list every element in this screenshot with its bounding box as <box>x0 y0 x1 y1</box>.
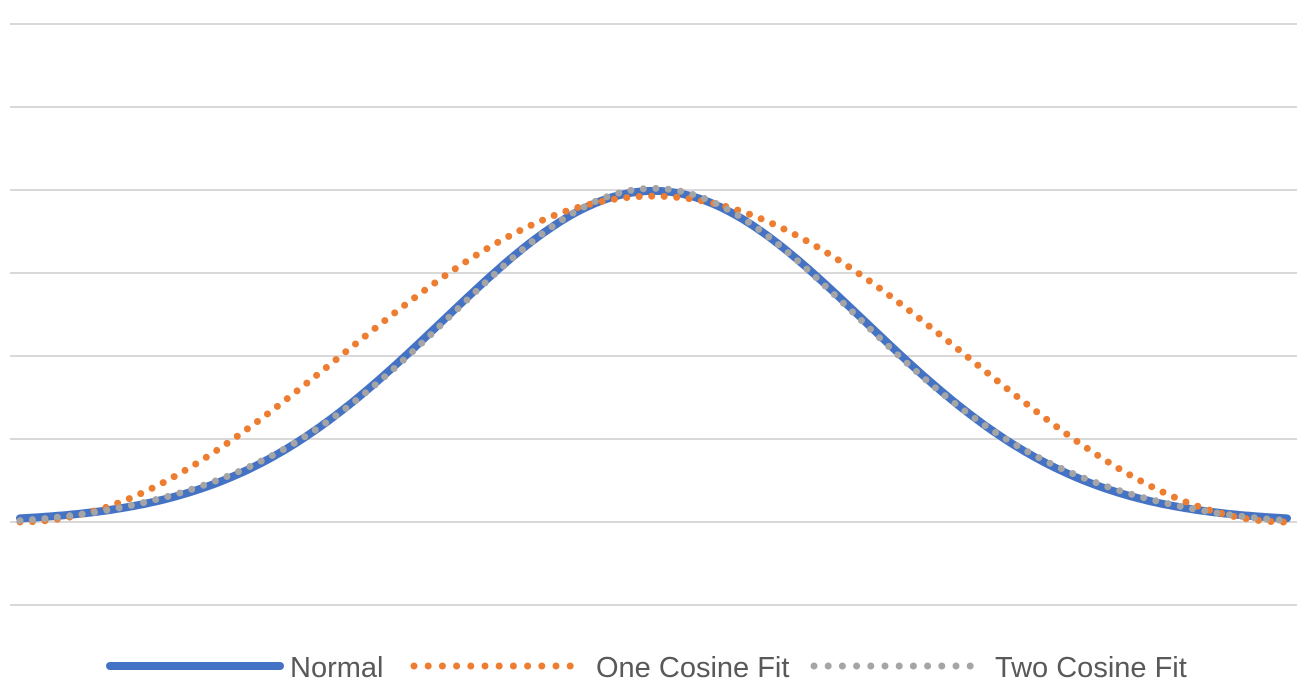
series-line-one-cosine-fit <box>16 192 1291 526</box>
series-line-normal <box>16 186 1291 523</box>
series-line-two-cosine-fit <box>16 184 1291 525</box>
legend-item-normal: Normal <box>106 652 383 684</box>
series-layer <box>16 184 1291 526</box>
legend-label-one-cosine-fit: One Cosine Fit <box>596 652 789 684</box>
legend: Normal One Cosine Fit Two Cosine Fit <box>106 652 1187 684</box>
gridlines <box>10 23 1297 606</box>
legend-label-two-cosine-fit: Two Cosine Fit <box>995 652 1187 684</box>
legend-label-normal: Normal <box>290 652 383 684</box>
legend-item-one-cosine-fit: One Cosine Fit <box>410 652 789 684</box>
legend-item-two-cosine-fit: Two Cosine Fit <box>810 652 1187 684</box>
